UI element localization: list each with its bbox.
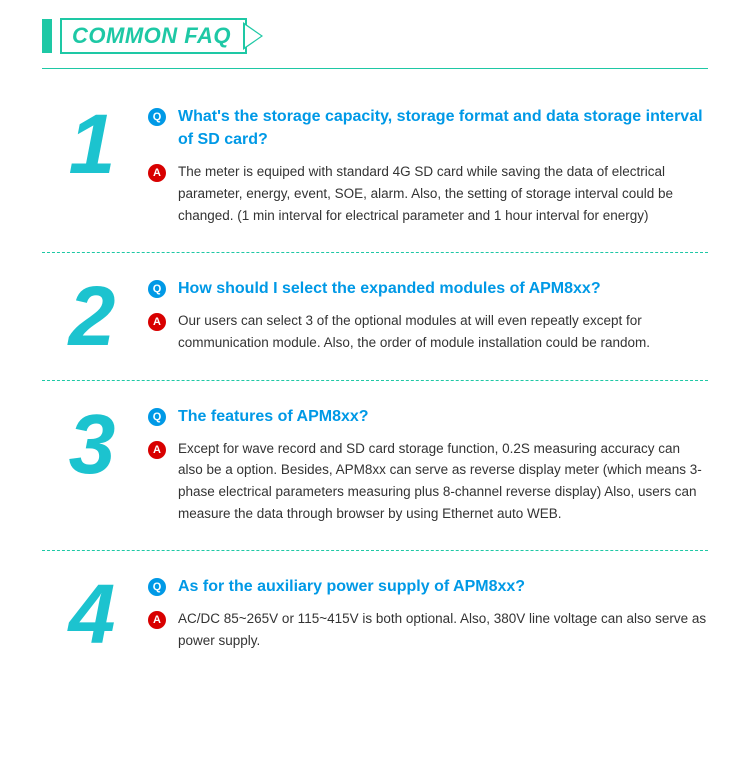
- faq-number: 1: [42, 105, 142, 236]
- question-text: How should I select the expanded modules…: [178, 277, 601, 300]
- faq-body: Q How should I select the expanded modul…: [142, 277, 708, 363]
- answer-text: AC/DC 85~265V or 115~415V is both option…: [178, 608, 708, 651]
- question-row: Q How should I select the expanded modul…: [148, 277, 708, 300]
- a-badge-icon: A: [148, 313, 166, 331]
- faq-item: 3 Q The features of APM8xx? A Except for…: [42, 399, 708, 552]
- answer-row: A AC/DC 85~265V or 115~415V is both opti…: [148, 608, 708, 651]
- divider: [42, 68, 708, 69]
- faq-number: 4: [42, 575, 142, 661]
- q-badge-icon: Q: [148, 280, 166, 298]
- answer-row: A The meter is equiped with standard 4G …: [148, 161, 708, 226]
- question-row: Q As for the auxiliary power supply of A…: [148, 575, 708, 598]
- faq-body: Q The features of APM8xx? A Except for w…: [142, 405, 708, 535]
- faq-number: 3: [42, 405, 142, 535]
- answer-row: A Our users can select 3 of the optional…: [148, 310, 708, 353]
- question-text: The features of APM8xx?: [178, 405, 369, 428]
- answer-text: Our users can select 3 of the optional m…: [178, 310, 708, 353]
- header: COMMON FAQ: [42, 18, 708, 54]
- question-row: Q What's the storage capacity, storage f…: [148, 105, 708, 151]
- answer-row: A Except for wave record and SD card sto…: [148, 438, 708, 524]
- question-text: As for the auxiliary power supply of APM…: [178, 575, 525, 598]
- chevron-right-icon: [245, 24, 263, 48]
- faq-body: Q What's the storage capacity, storage f…: [142, 105, 708, 236]
- question-row: Q The features of APM8xx?: [148, 405, 708, 428]
- question-text: What's the storage capacity, storage for…: [178, 105, 708, 151]
- faq-container: COMMON FAQ 1 Q What's the storage capaci…: [0, 0, 750, 725]
- page-title: COMMON FAQ: [60, 18, 247, 54]
- faq-item: 4 Q As for the auxiliary power supply of…: [42, 569, 708, 677]
- answer-text: Except for wave record and SD card stora…: [178, 438, 708, 524]
- q-badge-icon: Q: [148, 578, 166, 596]
- faq-item: 2 Q How should I select the expanded mod…: [42, 271, 708, 380]
- header-accent-bar: [42, 19, 52, 53]
- faq-list: 1 Q What's the storage capacity, storage…: [42, 99, 708, 677]
- q-badge-icon: Q: [148, 408, 166, 426]
- a-badge-icon: A: [148, 164, 166, 182]
- faq-item: 1 Q What's the storage capacity, storage…: [42, 99, 708, 253]
- answer-text: The meter is equiped with standard 4G SD…: [178, 161, 708, 226]
- a-badge-icon: A: [148, 611, 166, 629]
- faq-body: Q As for the auxiliary power supply of A…: [142, 575, 708, 661]
- q-badge-icon: Q: [148, 108, 166, 126]
- a-badge-icon: A: [148, 441, 166, 459]
- faq-number: 2: [42, 277, 142, 363]
